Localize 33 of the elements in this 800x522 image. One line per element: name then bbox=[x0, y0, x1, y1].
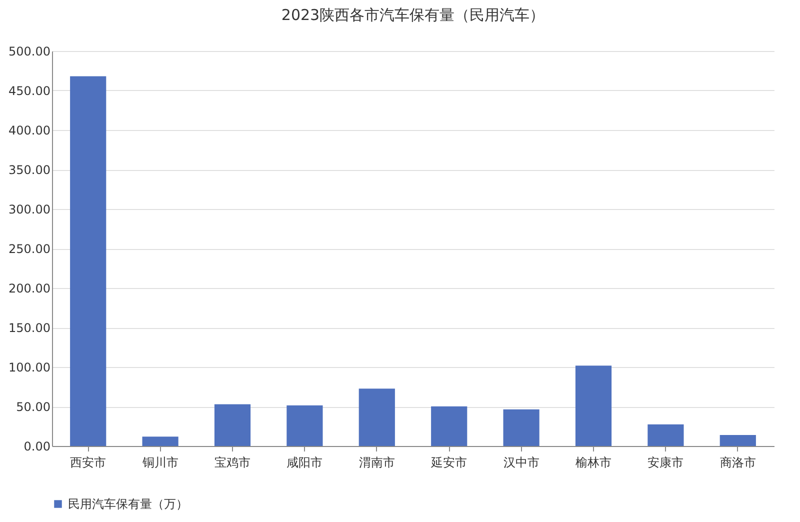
y-tick-label: 300.00 bbox=[8, 202, 50, 216]
y-tick-label: 400.00 bbox=[8, 124, 50, 138]
x-tick-label: 铜川市 bbox=[141, 456, 178, 470]
bar bbox=[142, 436, 178, 446]
x-tick-label: 咸阳市 bbox=[286, 456, 323, 470]
bar bbox=[575, 366, 612, 446]
bar bbox=[214, 404, 251, 446]
y-tick-label: 150.00 bbox=[8, 321, 50, 335]
legend-label: 民用汽车保有量（万） bbox=[68, 497, 188, 511]
bar bbox=[358, 388, 395, 446]
chart-title: 2023陕西各市汽车保有量（民用汽车） bbox=[281, 6, 545, 24]
x-tick-label: 商洛市 bbox=[720, 456, 756, 470]
y-tick-label: 100.00 bbox=[8, 360, 50, 374]
y-tick-label: 50.00 bbox=[16, 400, 50, 414]
y-tick-label: 350.00 bbox=[8, 163, 50, 177]
bar bbox=[431, 406, 468, 446]
y-tick-label: 450.00 bbox=[8, 84, 50, 98]
bar bbox=[648, 424, 684, 446]
x-tick-label: 榆林市 bbox=[576, 456, 612, 470]
x-tick-label: 安康市 bbox=[648, 456, 684, 470]
y-tick-label: 200.00 bbox=[8, 282, 50, 296]
x-tick-label: 渭南市 bbox=[358, 456, 395, 470]
x-tick-label: 汉中市 bbox=[503, 456, 540, 470]
x-tick-label: 延安市 bbox=[430, 456, 468, 470]
y-tick-label: 500.00 bbox=[8, 44, 50, 58]
bar bbox=[286, 405, 323, 446]
y-tick-label: 0.00 bbox=[24, 440, 50, 454]
x-tick-label: 西安市 bbox=[70, 456, 106, 470]
y-tick-label: 250.00 bbox=[8, 242, 50, 256]
bar bbox=[503, 409, 540, 446]
bar bbox=[70, 76, 106, 446]
bar bbox=[720, 435, 756, 446]
x-tick-label: 宝鸡市 bbox=[214, 456, 250, 470]
